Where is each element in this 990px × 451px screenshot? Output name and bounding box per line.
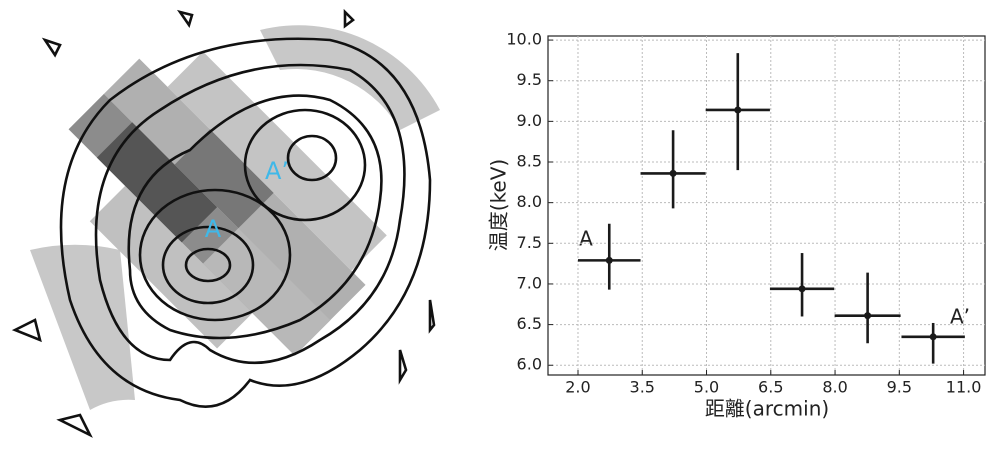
image-label: A [205, 215, 222, 243]
x-axis-label: 距離(arcmin) [705, 397, 829, 421]
x-tick-label: 11.0 [946, 378, 982, 397]
y-axis-label: 温度(keV) [487, 159, 511, 251]
x-tick-label: 6.5 [758, 378, 783, 397]
figure: A A’ 距離(arcmin) 温度(keV) A A’ 6.0 6.5 7.0 7.… [0, 0, 990, 451]
y-tick-label: 6.0 [517, 355, 542, 374]
x-tick-label: 3.5 [630, 378, 655, 397]
data-point [930, 333, 937, 340]
y-tick-label: 9.5 [517, 70, 542, 89]
data-point [799, 285, 806, 292]
x-tick-label: 5.0 [694, 378, 719, 397]
annotation: A [579, 227, 593, 251]
image-label: A’ [265, 157, 289, 185]
contour-image: A A’ [15, 12, 440, 435]
x-tick-label: 9.5 [887, 378, 912, 397]
data-point [606, 257, 613, 264]
y-tick-label: 7.0 [517, 273, 542, 292]
x-tick-label: 8.0 [822, 378, 847, 397]
y-tick-label: 9.0 [517, 111, 542, 130]
y-tick-label: 8.0 [517, 192, 542, 211]
data-point [734, 106, 741, 113]
y-tick-label: 6.5 [517, 314, 542, 333]
x-tick-label: 2.0 [565, 378, 590, 397]
data-point [670, 170, 677, 177]
y-tick-label: 7.5 [517, 233, 542, 252]
y-tick-label: 10.0 [506, 30, 542, 49]
y-tick-label: 8.5 [517, 152, 542, 171]
data-point [864, 312, 871, 319]
